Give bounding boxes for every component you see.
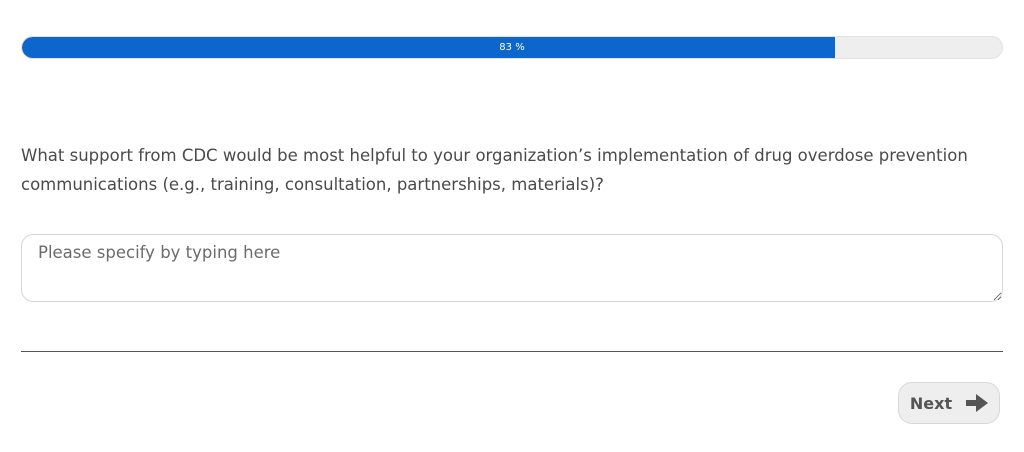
- divider: [21, 351, 1003, 352]
- progress-bar-fill: [22, 37, 836, 58]
- progress-label: 83 %: [499, 42, 525, 53]
- arrow-right-icon: [966, 394, 989, 412]
- answer-textarea[interactable]: [21, 234, 1003, 302]
- question-text: What support from CDC would be most help…: [21, 146, 968, 194]
- progress-bar: 83 %: [21, 36, 1003, 59]
- next-button[interactable]: Next: [898, 382, 1000, 424]
- next-button-label: Next: [909, 393, 953, 413]
